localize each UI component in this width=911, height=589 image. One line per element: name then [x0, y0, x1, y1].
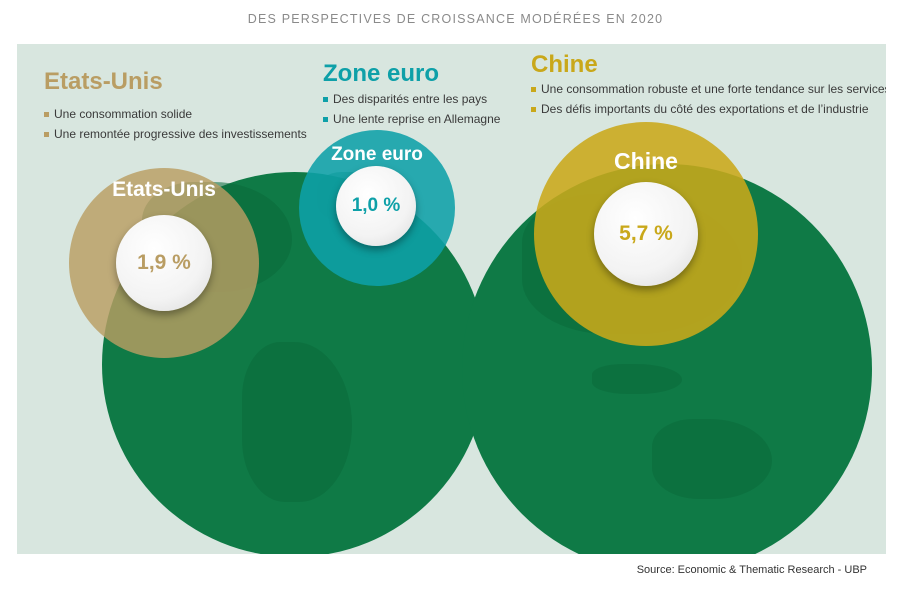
source-note: Source: Economic & Thematic Research - U…: [636, 564, 867, 576]
bullets-chine: Une consommation robuste et une forte te…: [531, 79, 886, 119]
growth-chine: 5,7 %: [594, 182, 698, 286]
growth-etats-unis: 1,9 %: [116, 215, 212, 311]
bullet-item: Des disparités entre les pays: [323, 89, 500, 109]
bullet-item: Une lente reprise en Allemagne: [323, 109, 500, 129]
ring-chine-label: Chine: [614, 148, 678, 174]
ring-zone-euro: Zone euro 1,0 %: [299, 130, 455, 286]
map-panel: Etats-Unis 1,9 % Zone euro 1,0 % Chine 5…: [17, 44, 886, 554]
bullets-zone-euro: Des disparités entre les pays Une lente …: [323, 89, 500, 129]
bullet-item: Une remontée progressive des investissem…: [44, 124, 307, 144]
growth-zone-euro: 1,0 %: [336, 166, 416, 246]
ring-etats-unis-label: Etats-Unis: [112, 178, 216, 201]
bullet-item: Des défis importants du côté des exporta…: [531, 99, 886, 119]
bullet-item: Une consommation robuste et une forte te…: [531, 79, 886, 99]
bullet-item: Une consommation solide: [44, 104, 307, 124]
infographic-title: DES PERSPECTIVES DE CROISSANCE MODÉRÉES …: [247, 12, 664, 26]
ring-chine: Chine 5,7 %: [534, 122, 758, 346]
land-australia: [652, 419, 772, 499]
land-indonesia: [592, 364, 682, 394]
ring-etats-unis: Etats-Unis 1,9 %: [69, 168, 259, 358]
bullets-etats-unis: Une consommation solide Une remontée pro…: [44, 104, 307, 144]
heading-chine: Chine: [531, 51, 598, 78]
ring-zone-euro-label: Zone euro: [331, 144, 423, 165]
land-south-america: [242, 342, 352, 502]
heading-etats-unis: Etats-Unis: [44, 68, 163, 95]
heading-zone-euro: Zone euro: [323, 60, 440, 87]
